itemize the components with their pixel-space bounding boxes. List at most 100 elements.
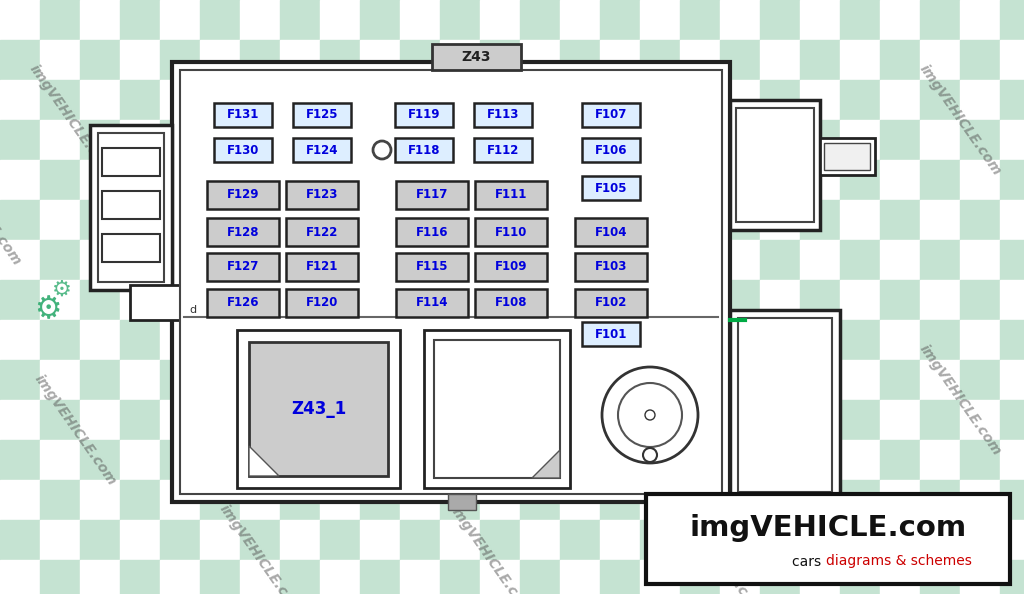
Text: F112: F112 — [486, 144, 519, 156]
Bar — [680, 400, 720, 440]
Bar — [640, 400, 680, 440]
Text: F115: F115 — [416, 261, 449, 273]
Bar — [520, 40, 560, 80]
Bar — [560, 440, 600, 480]
Bar — [520, 120, 560, 160]
Bar — [600, 40, 640, 80]
Bar — [800, 320, 840, 360]
Bar — [440, 360, 480, 400]
Bar — [760, 160, 800, 200]
Bar — [1000, 480, 1024, 520]
Bar — [207, 289, 279, 317]
Bar — [280, 400, 319, 440]
Bar — [840, 80, 880, 120]
Bar — [0, 120, 40, 160]
Bar — [440, 160, 480, 200]
Bar — [360, 40, 400, 80]
Bar — [319, 520, 360, 560]
Bar — [400, 120, 440, 160]
Bar — [800, 480, 840, 520]
Bar — [680, 280, 720, 320]
Text: F131: F131 — [226, 109, 259, 122]
Bar — [0, 520, 40, 560]
Bar — [240, 240, 280, 280]
Bar — [840, 560, 880, 594]
Bar — [172, 62, 730, 502]
Text: Z43: Z43 — [462, 50, 492, 64]
Bar — [160, 80, 200, 120]
Text: imgVEHICLE.com: imgVEHICLE.com — [916, 342, 1004, 458]
Bar — [0, 0, 40, 40]
Bar — [40, 480, 80, 520]
Bar — [520, 80, 560, 120]
Bar — [520, 400, 560, 440]
Text: F107: F107 — [595, 109, 627, 122]
Bar — [760, 200, 800, 240]
Bar — [736, 108, 814, 222]
Bar — [160, 320, 200, 360]
Bar — [200, 440, 240, 480]
Bar — [920, 360, 961, 400]
Bar — [0, 40, 40, 80]
Text: imgVEHICLE.com: imgVEHICLE.com — [0, 152, 24, 268]
Bar — [395, 138, 453, 162]
Bar — [400, 200, 440, 240]
Bar — [400, 80, 440, 120]
Bar — [560, 200, 600, 240]
Bar — [600, 160, 640, 200]
Text: F128: F128 — [226, 226, 259, 239]
Bar — [840, 320, 880, 360]
Bar — [720, 120, 760, 160]
Bar — [80, 520, 120, 560]
Bar — [760, 360, 800, 400]
Text: d: d — [189, 305, 197, 315]
Bar — [760, 560, 800, 594]
Bar — [80, 240, 120, 280]
Bar — [400, 560, 440, 594]
Bar — [480, 80, 520, 120]
Bar — [680, 440, 720, 480]
Bar — [520, 240, 560, 280]
Bar — [319, 480, 360, 520]
Bar — [475, 181, 547, 209]
Bar — [961, 80, 1000, 120]
Bar — [920, 320, 961, 360]
Bar — [961, 280, 1000, 320]
Bar — [520, 320, 560, 360]
Bar — [360, 280, 400, 320]
Bar — [396, 218, 468, 246]
Bar — [1000, 320, 1024, 360]
Bar — [40, 520, 80, 560]
Text: cars: cars — [793, 555, 826, 568]
Bar — [800, 80, 840, 120]
Bar — [240, 360, 280, 400]
Bar — [319, 280, 360, 320]
Bar — [680, 80, 720, 120]
Bar — [395, 103, 453, 127]
Bar — [920, 0, 961, 40]
Bar — [560, 480, 600, 520]
Bar — [160, 40, 200, 80]
Bar — [680, 200, 720, 240]
Bar — [961, 400, 1000, 440]
Bar — [200, 560, 240, 594]
Text: F116: F116 — [416, 226, 449, 239]
Bar — [720, 520, 760, 560]
Bar — [280, 520, 319, 560]
Bar — [80, 80, 120, 120]
Bar — [480, 200, 520, 240]
Bar — [396, 181, 468, 209]
Bar — [800, 360, 840, 400]
Bar — [200, 280, 240, 320]
Bar — [582, 322, 640, 346]
Bar — [520, 480, 560, 520]
Bar — [400, 240, 440, 280]
Bar — [800, 160, 840, 200]
Bar — [440, 80, 480, 120]
Bar — [720, 320, 760, 360]
Bar — [240, 40, 280, 80]
Bar — [200, 120, 240, 160]
Bar — [280, 200, 319, 240]
Bar — [1000, 520, 1024, 560]
Bar — [880, 200, 920, 240]
